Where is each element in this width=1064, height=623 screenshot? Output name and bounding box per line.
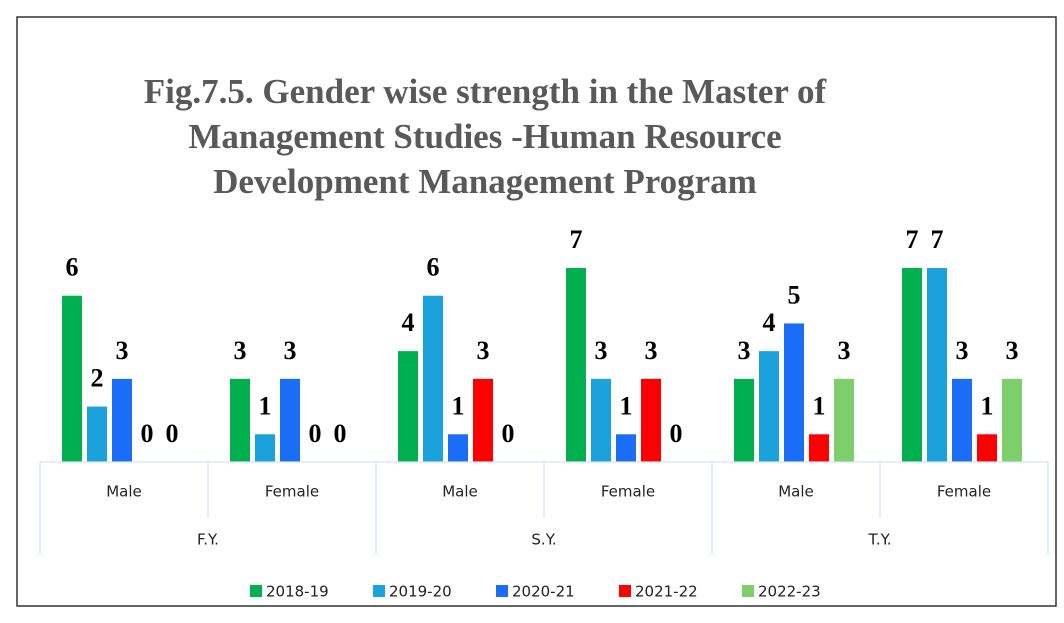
legend-swatch <box>373 585 385 597</box>
group-label: F.Y. <box>197 531 219 549</box>
data-label: 3 <box>234 336 247 365</box>
legend-swatch <box>496 585 508 597</box>
bar <box>566 268 586 462</box>
legend-label: 2019-20 <box>389 583 452 601</box>
bar <box>834 378 854 462</box>
bar <box>473 378 493 462</box>
bar <box>641 378 661 462</box>
data-label: 0 <box>334 419 347 448</box>
bar <box>448 434 468 462</box>
data-label: 1 <box>813 391 826 420</box>
bar <box>87 406 107 462</box>
bar <box>112 378 132 462</box>
data-label: 0 <box>141 419 154 448</box>
bar <box>423 295 443 462</box>
data-label: 6 <box>427 253 440 282</box>
data-label: 1 <box>452 391 465 420</box>
x-tick-label: Female <box>265 483 319 501</box>
x-tick-label: Male <box>442 483 478 501</box>
legend-swatch <box>619 585 631 597</box>
x-tick-label: Female <box>937 483 991 501</box>
legend-swatch <box>250 585 262 597</box>
data-label: 3 <box>1006 336 1019 365</box>
data-label: 3 <box>645 336 658 365</box>
bar <box>759 351 779 462</box>
data-label: 7 <box>931 225 944 254</box>
data-label: 0 <box>502 419 515 448</box>
data-label: 2 <box>91 364 104 393</box>
data-label: 3 <box>477 336 490 365</box>
data-label: 0 <box>309 419 322 448</box>
bar <box>734 378 754 462</box>
data-label: 1 <box>981 391 994 420</box>
data-label: 6 <box>66 253 79 282</box>
group-label: T.Y. <box>867 531 891 549</box>
bar <box>591 378 611 462</box>
data-label: 3 <box>956 336 969 365</box>
bar <box>1002 378 1022 462</box>
bar <box>784 323 804 462</box>
data-label: 4 <box>763 308 776 337</box>
data-label: 7 <box>906 225 919 254</box>
legend-swatch <box>742 585 754 597</box>
data-label: 3 <box>284 336 297 365</box>
data-label: 5 <box>788 280 801 309</box>
legend-label: 2021-22 <box>635 583 698 601</box>
data-label: 4 <box>402 308 415 337</box>
data-label: 3 <box>738 336 751 365</box>
bar <box>952 378 972 462</box>
bar <box>809 434 829 462</box>
bar <box>616 434 636 462</box>
legend-label: 2018-19 <box>266 583 329 601</box>
chart-title: Management Studies -Human Resource <box>188 117 781 156</box>
chart-title: Fig.7.5. Gender wise strength in the Mas… <box>144 72 827 111</box>
data-label: 1 <box>259 391 272 420</box>
x-tick-label: Female <box>601 483 655 501</box>
data-label: 3 <box>838 336 851 365</box>
group-label: S.Y. <box>531 531 556 549</box>
bar <box>398 351 418 462</box>
data-label: 3 <box>595 336 608 365</box>
bar <box>230 378 250 462</box>
x-tick-label: Male <box>778 483 814 501</box>
legend-label: 2022-23 <box>758 583 821 601</box>
bar <box>927 268 947 462</box>
frame <box>16 16 1057 607</box>
bar <box>902 268 922 462</box>
data-label: 3 <box>116 336 129 365</box>
bar <box>977 434 997 462</box>
x-tick-label: Male <box>106 483 142 501</box>
chart-title: Development Management Program <box>213 162 757 201</box>
data-label: 0 <box>166 419 179 448</box>
data-label: 0 <box>670 419 683 448</box>
legend-label: 2020-21 <box>512 583 575 601</box>
bar <box>255 434 275 462</box>
data-label: 7 <box>570 225 583 254</box>
data-label: 1 <box>620 391 633 420</box>
bar <box>62 295 82 462</box>
bar <box>280 378 300 462</box>
